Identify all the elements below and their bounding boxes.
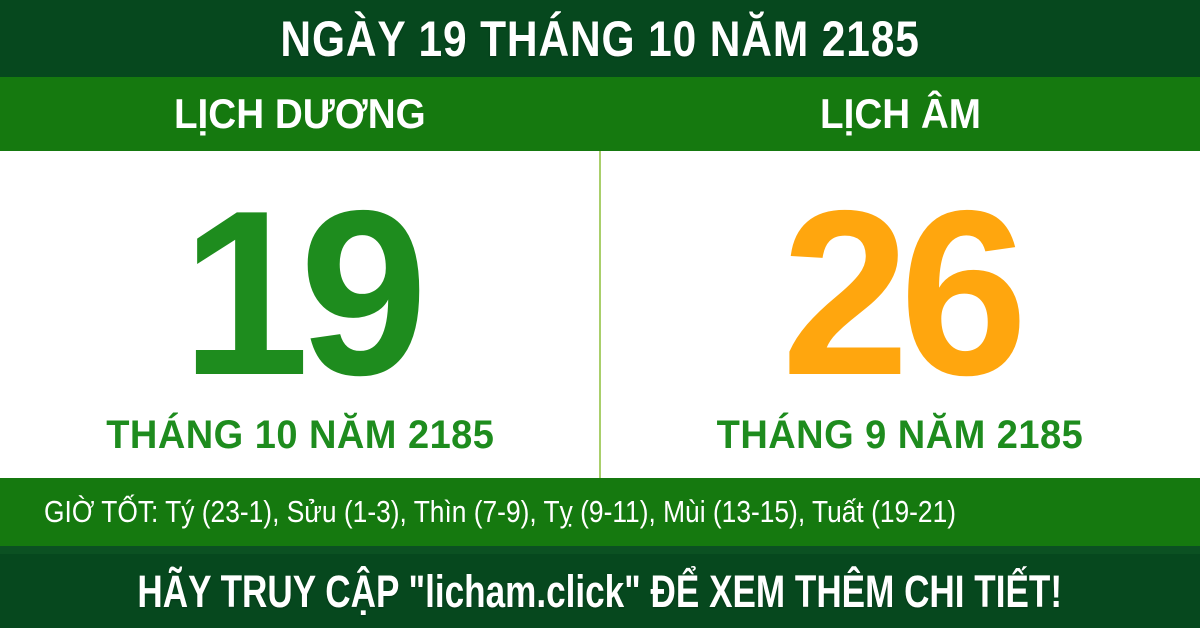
good-hours-bar: GIỜ TỐT: Tý (23-1), Sửu (1-3), Thìn (7-9…: [0, 478, 1200, 546]
header-bar: NGÀY 19 THÁNG 10 NĂM 2185: [0, 0, 1200, 77]
good-hours-text: GIỜ TỐT: Tý (23-1), Sửu (1-3), Thìn (7-9…: [44, 493, 957, 529]
lunar-month-year: THÁNG 9 NĂM 2185: [716, 412, 1084, 457]
solar-month-year: THÁNG 10 NĂM 2185: [105, 412, 495, 457]
date-panel: 19 THÁNG 10 NĂM 2185 26 THÁNG 9 NĂM 2185: [0, 151, 1200, 478]
calendar-type-bar: LỊCH DƯƠNG LỊCH ÂM: [0, 77, 1200, 151]
solar-date-section: 19 THÁNG 10 NĂM 2185: [0, 151, 600, 478]
solar-day-number: 19: [181, 161, 428, 425]
lunar-day-number: 26: [781, 161, 1028, 425]
vertical-divider: [599, 151, 601, 478]
solar-calendar-label: LỊCH DƯƠNG: [174, 90, 426, 137]
page-title: NGÀY 19 THÁNG 10 NĂM 2185: [280, 10, 920, 67]
footer-bar: HÃY TRUY CẬP "licham.click" ĐỂ XEM THÊM …: [0, 554, 1200, 628]
divider-strip: [0, 546, 1200, 554]
lunar-label-cell: LỊCH ÂM: [600, 77, 1200, 151]
lunar-calendar-label: LỊCH ÂM: [819, 90, 981, 137]
solar-label-cell: LỊCH DƯƠNG: [0, 77, 600, 151]
footer-cta-text: HÃY TRUY CẬP "licham.click" ĐỂ XEM THÊM …: [137, 565, 1063, 617]
lunar-date-section: 26 THÁNG 9 NĂM 2185: [600, 151, 1200, 478]
